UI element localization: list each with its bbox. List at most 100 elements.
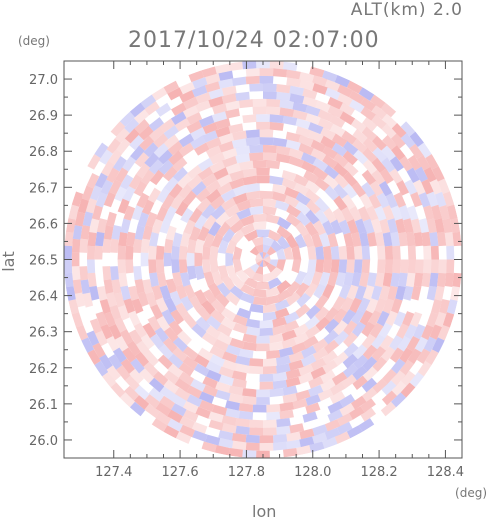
radar-cell xyxy=(114,186,127,202)
radar-cell xyxy=(197,347,214,362)
radar-cell xyxy=(131,205,144,221)
radar-cell xyxy=(349,297,362,314)
radar-cell xyxy=(174,378,191,393)
radar-cell xyxy=(249,365,263,375)
y-tick-label: 26.5 xyxy=(29,254,58,269)
radar-cell xyxy=(259,320,274,329)
radar-cell xyxy=(414,166,429,183)
radar-cell xyxy=(446,204,458,220)
radar-cell xyxy=(242,395,257,405)
radar-cell xyxy=(392,245,401,260)
radar-cell xyxy=(116,138,131,154)
radar-cell xyxy=(134,119,150,134)
radar-cell xyxy=(172,157,188,172)
radar-cell xyxy=(384,259,394,274)
radar-cell xyxy=(135,340,151,357)
radar-cell xyxy=(89,218,100,234)
radar-cell xyxy=(329,390,346,405)
radar-cell xyxy=(282,393,298,404)
radar-cell xyxy=(186,112,203,125)
radar-cell xyxy=(391,392,407,408)
radar-cell xyxy=(342,150,358,166)
radar-cell xyxy=(417,142,432,159)
radar-cell xyxy=(381,380,397,396)
radar-cell xyxy=(229,177,245,190)
radar-cell xyxy=(117,245,126,260)
radar-cell xyxy=(134,385,150,400)
radar-cell xyxy=(232,246,243,260)
radar-cell xyxy=(211,111,227,123)
radar-cell xyxy=(119,174,134,190)
radar-cell xyxy=(266,160,281,170)
radar-cell xyxy=(263,198,277,208)
radar-cell xyxy=(351,321,367,338)
radar-cell xyxy=(431,337,445,353)
radar-cell xyxy=(124,118,140,134)
radar-cell xyxy=(263,259,270,267)
radar-cell xyxy=(174,118,191,132)
radar-cell xyxy=(72,225,83,240)
radar-cell xyxy=(333,195,348,211)
radar-cell xyxy=(346,219,359,235)
radar-cell xyxy=(230,228,245,244)
radar-cell xyxy=(285,213,301,228)
radar-cell xyxy=(99,149,113,165)
radar-cell xyxy=(80,224,91,240)
radar-cell xyxy=(400,382,416,398)
radar-cell xyxy=(284,311,300,325)
radar-cell xyxy=(397,335,412,352)
radar-cell xyxy=(431,204,442,220)
radar-cell xyxy=(341,194,356,210)
radar-cell xyxy=(301,160,317,174)
radar-cell xyxy=(252,404,267,413)
radar-cell xyxy=(411,285,422,301)
radar-cell xyxy=(256,229,270,238)
radar-cell xyxy=(175,201,189,217)
radar-cell xyxy=(136,192,150,209)
radar-cell xyxy=(391,358,406,374)
radar-cell xyxy=(286,431,301,442)
radar-cell xyxy=(224,204,240,218)
radar-cell xyxy=(210,205,226,220)
radar-cell xyxy=(170,394,187,408)
radar-cell xyxy=(168,320,183,336)
radar-cell xyxy=(182,313,197,329)
radar-cell xyxy=(289,93,305,104)
radar-cell xyxy=(218,78,234,89)
radar-cell xyxy=(399,347,414,363)
radar-cell xyxy=(229,219,244,234)
radar-cell xyxy=(317,388,334,402)
radar-cell xyxy=(374,297,387,314)
radar-cell xyxy=(167,141,184,156)
radar-cell xyxy=(95,192,108,208)
radar-cell xyxy=(322,350,338,365)
radar-cell xyxy=(134,278,145,294)
radar-cell xyxy=(245,434,260,444)
radar-cell xyxy=(349,99,365,113)
radar-cell xyxy=(341,130,357,145)
radar-cell xyxy=(363,218,375,234)
radar-cell xyxy=(142,224,153,240)
radar-cell xyxy=(275,363,291,374)
radar-cell xyxy=(110,382,126,398)
radar-cell xyxy=(300,152,317,165)
radar-cell xyxy=(209,354,226,367)
radar-cell xyxy=(304,282,319,298)
y-tick-label: 26.0 xyxy=(29,434,58,449)
radar-cell xyxy=(229,337,245,350)
radar-cell xyxy=(263,259,267,268)
radar-cell xyxy=(288,359,304,371)
radar-cell xyxy=(269,259,279,268)
radar-cell xyxy=(416,348,431,365)
radar-cell xyxy=(374,272,385,288)
radar-cell xyxy=(148,159,164,175)
radar-cell xyxy=(186,252,195,267)
radar-cell xyxy=(334,173,349,189)
radar-cell xyxy=(114,317,127,333)
radar-cell xyxy=(322,359,338,374)
radar-cell xyxy=(230,275,245,291)
radar-cell xyxy=(217,265,229,280)
radar-cell xyxy=(274,307,290,320)
radar-cell xyxy=(430,259,440,274)
radar-cell xyxy=(351,181,367,198)
